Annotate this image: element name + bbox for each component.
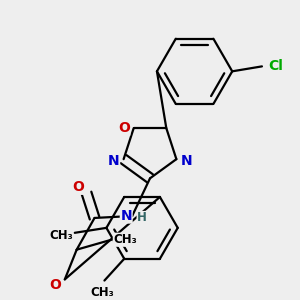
Text: CH₃: CH₃ — [113, 233, 137, 246]
Text: O: O — [73, 180, 85, 194]
Text: N: N — [181, 154, 192, 168]
Text: N: N — [108, 154, 119, 168]
Text: O: O — [118, 121, 130, 135]
Text: H: H — [137, 212, 147, 224]
Text: Cl: Cl — [268, 59, 283, 74]
Text: CH₃: CH₃ — [91, 286, 114, 299]
Text: N: N — [120, 209, 132, 223]
Text: O: O — [49, 278, 61, 292]
Text: CH₃: CH₃ — [49, 229, 73, 242]
